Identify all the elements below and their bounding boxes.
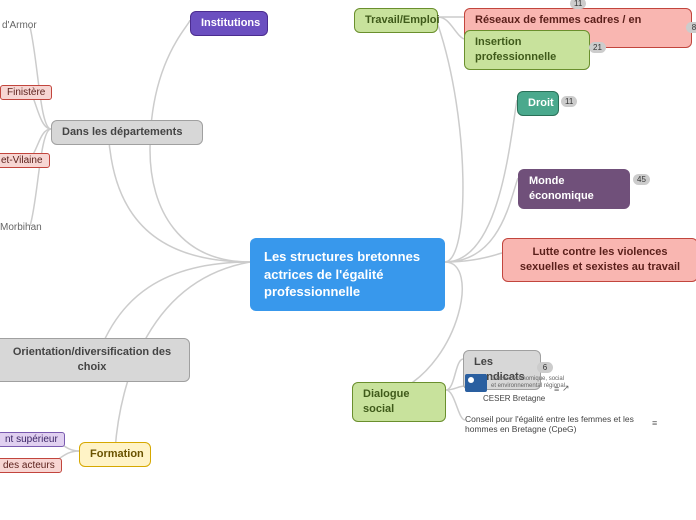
node-label: Dans les départements (62, 125, 182, 140)
leaf-d-armor[interactable]: d'Armor (2, 20, 37, 31)
node-monde[interactable]: Monde économique (518, 169, 630, 209)
node-label: Monde économique (529, 174, 619, 204)
node-lutte[interactable]: Lutte contre les violences sexuelles et … (502, 238, 696, 282)
node-label: Travail/Emploi (365, 13, 440, 28)
central-label: Les structures bretonnes actrices de l'é… (264, 248, 431, 301)
leaf-des-acteurs[interactable]: des acteurs (0, 458, 62, 473)
central-topic[interactable]: Les structures bretonnes actrices de l'é… (250, 238, 445, 311)
node-label: Lutte contre les violences sexuelles et … (513, 245, 687, 275)
ceser-logo[interactable]: Conseil économique, social et environnem… (465, 374, 565, 392)
node-travail[interactable]: Travail/Emploi (354, 8, 438, 33)
leaf-morbihan[interactable]: Morbihan (0, 222, 42, 233)
badge-count: 21 (589, 42, 606, 53)
badge-count: 11 (570, 0, 586, 9)
node-label: Orientation/diversification des choix (5, 345, 179, 375)
badge-count: 45 (633, 174, 650, 185)
node-label: Droit (528, 96, 554, 111)
node-dans-departements[interactable]: Dans les départements (51, 120, 203, 145)
logo-mark (465, 374, 487, 392)
node-orientation[interactable]: Orientation/diversification des choix (0, 338, 190, 382)
external-link-icon[interactable]: ↗ (562, 383, 570, 394)
ceser-caption: CESER Bretagne (483, 394, 545, 403)
badge-count: 8 (686, 22, 696, 33)
node-formation[interactable]: Formation (79, 442, 151, 467)
notes-icon[interactable]: ≡ (554, 384, 559, 394)
node-institutions[interactable]: Institutions (190, 11, 268, 36)
node-label: Dialogue social (363, 387, 435, 417)
node-dialogue[interactable]: Dialogue social (352, 382, 446, 422)
node-droit[interactable]: Droit (517, 91, 559, 116)
badge-count: 6 (537, 362, 553, 373)
node-conseil-cpeg[interactable]: Conseil pour l'égalité entre les femmes … (465, 414, 665, 434)
node-label: Institutions (201, 16, 260, 31)
leaf-et-vilaine[interactable]: et-Vilaine (0, 153, 50, 168)
node-label: Insertion professionnelle (475, 35, 579, 65)
node-label: Formation (90, 447, 144, 462)
badge-count: 11 (561, 96, 577, 107)
node-insertion[interactable]: Insertion professionnelle (464, 30, 590, 70)
leaf-finistere[interactable]: Finistère (0, 85, 52, 100)
leaf-nt-superieur[interactable]: nt supérieur (0, 432, 65, 447)
